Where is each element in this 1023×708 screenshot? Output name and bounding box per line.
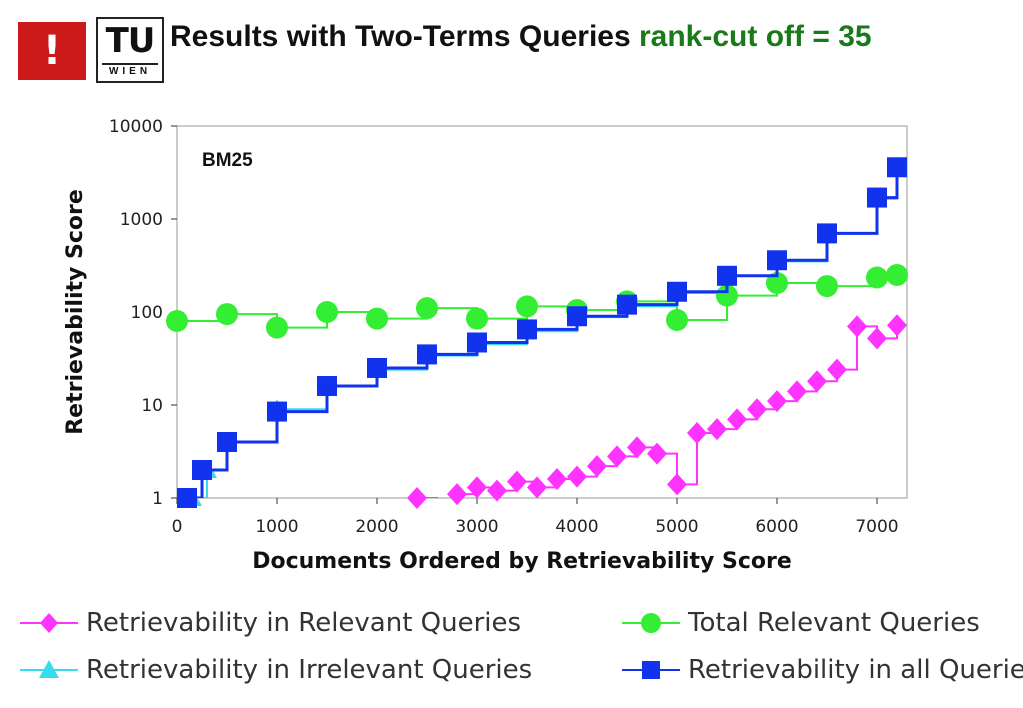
chart-annotation: BM25 [202,150,253,171]
data-point-retrievability-in-relevant-queries [767,390,787,413]
data-point-retrievability-in-all-queries [177,488,197,508]
x-tick-label: 1000 [255,517,298,537]
data-point-retrievability-in-relevant-queries [467,476,487,499]
data-point-total-relevant-queries [516,295,538,318]
data-point-total-relevant-queries [366,307,388,330]
series-line-retrievability-in-irrelevant-queries [192,168,898,498]
data-point-retrievability-in-all-queries [367,357,387,378]
data-point-retrievability-in-all-queries [867,187,887,208]
data-point-retrievability-in-relevant-queries [847,315,867,338]
data-point-retrievability-in-all-queries [217,432,237,453]
data-point-retrievability-in-relevant-queries [407,487,427,509]
x-tick-label: 3000 [455,517,498,537]
x-tick-label: 7000 [855,517,898,537]
legend-label: Retrievability in all Queries [688,655,1023,685]
data-point-total-relevant-queries [266,316,288,339]
data-point-total-relevant-queries [666,309,688,332]
data-point-retrievability-in-all-queries [717,265,737,286]
legend-swatch-triangle-icon [20,660,78,678]
legend-swatch-diamond-icon [20,613,78,633]
data-point-retrievability-in-relevant-queries [647,442,667,465]
legend-item: Total Relevant Queries [620,608,980,638]
x-tick-label: 4000 [555,517,598,537]
tu-wien-logo: TU WIEN [96,17,164,83]
x-axis-label: Documents Ordered by Retrievability Scor… [252,549,792,574]
y-tick-label: 1000 [120,210,163,230]
data-point-retrievability-in-all-queries [567,306,587,327]
retrievability-chart: 1 10 100 1000 10000 0 1000 2000 3000 4000 5000 6000… [63,117,908,574]
legend-swatch-circle-icon [622,613,680,633]
data-point-total-relevant-queries [716,284,738,307]
legend-swatch-square-icon [622,661,680,679]
data-point-retrievability-in-all-queries [667,281,687,302]
data-point-retrievability-in-relevant-queries [807,370,827,393]
legend-item: Retrievability in Relevant Queries [18,608,521,638]
series-line-retrievability-in-all-queries [187,167,899,498]
logo-tu-text: TU [105,21,156,61]
data-point-retrievability-in-relevant-queries [587,455,607,478]
data-point-retrievability-in-relevant-queries [507,470,527,493]
data-point-retrievability-in-all-queries [267,401,287,422]
data-point-retrievability-in-relevant-queries [867,327,887,350]
data-point-retrievability-in-all-queries [767,250,787,271]
data-point-retrievability-in-relevant-queries [687,421,707,444]
legend-label: Retrievability in Irrelevant Queries [86,655,533,685]
data-point-total-relevant-queries [766,272,788,295]
data-point-retrievability-in-all-queries [617,294,637,315]
data-point-retrievability-in-all-queries [817,223,837,244]
data-point-total-relevant-queries [466,307,488,330]
data-point-retrievability-in-relevant-queries [547,468,567,491]
y-axis-label: Retrievability Score [63,189,88,435]
data-point-retrievability-in-relevant-queries [887,314,907,337]
data-point-retrievability-in-relevant-queries [707,418,727,441]
data-point-retrievability-in-all-queries [417,344,437,365]
data-point-retrievability-in-relevant-queries [527,476,547,499]
legend-item: Retrievability in Irrelevant Queries [18,655,532,685]
data-point-total-relevant-queries [166,310,188,333]
data-point-retrievability-in-all-queries [467,332,487,353]
data-point-retrievability-in-relevant-queries [787,380,807,403]
legend-label: Total Relevant Queries [688,608,980,638]
legend-item: Retrievability in all Queries [620,655,1023,685]
page-title: Results with Two-Terms Queries rank-cut … [170,20,872,54]
x-tick-label: 5000 [655,517,698,537]
data-point-total-relevant-queries [316,301,338,323]
x-tick-label: 0 [172,517,183,537]
data-point-retrievability-in-relevant-queries [747,398,767,421]
plot-frame [176,125,908,499]
logo-wien-text: WIEN [108,66,152,77]
data-point-retrievability-in-relevant-queries [667,473,687,496]
data-point-retrievability-in-relevant-queries [727,408,747,431]
data-point-total-relevant-queries [816,275,838,298]
data-point-total-relevant-queries [416,297,438,320]
data-point-retrievability-in-all-queries [192,460,212,481]
data-point-retrievability-in-relevant-queries [607,445,627,468]
logo-divider [102,63,158,65]
data-point-retrievability-in-all-queries [887,157,907,178]
data-point-retrievability-in-relevant-queries [827,358,847,381]
y-tick-label: 10000 [109,117,163,137]
data-point-retrievability-in-relevant-queries [627,436,647,459]
warning-logo-icon: ! [18,22,86,80]
y-tick-label: 1 [152,489,163,509]
legend-label: Retrievability in Relevant Queries [86,608,522,638]
data-point-retrievability-in-all-queries [517,319,537,340]
data-point-retrievability-in-relevant-queries [487,479,507,502]
data-point-total-relevant-queries [886,263,908,286]
y-tick-label: 10 [141,396,163,416]
title-accent: rank-cut off = 35 [639,20,872,53]
x-tick-label: 2000 [355,517,398,537]
x-tick-label: 6000 [755,517,798,537]
data-point-retrievability-in-all-queries [317,376,337,397]
title-main: Results with Two-Terms Queries [170,20,631,53]
data-point-retrievability-in-relevant-queries [447,483,467,506]
y-tick-label: 100 [131,303,163,323]
data-point-total-relevant-queries [866,266,888,289]
data-point-retrievability-in-relevant-queries [567,465,587,488]
data-point-total-relevant-queries [216,303,238,326]
